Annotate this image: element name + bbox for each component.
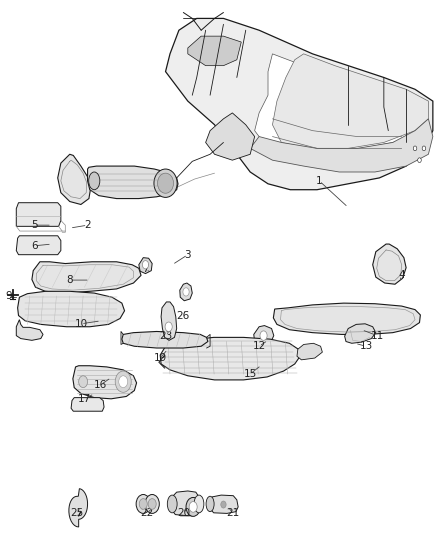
Polygon shape [160,337,300,380]
Circle shape [189,502,197,512]
Polygon shape [273,303,420,334]
Text: 9: 9 [5,291,12,301]
Polygon shape [254,54,424,148]
Polygon shape [254,326,274,344]
Polygon shape [73,366,137,399]
Polygon shape [210,495,238,513]
Text: 10: 10 [74,319,88,329]
Text: 13: 13 [360,341,373,351]
Polygon shape [71,398,104,411]
Text: 26: 26 [177,311,190,320]
Polygon shape [69,489,88,527]
Polygon shape [18,292,124,327]
Ellipse shape [88,172,100,190]
Text: 20: 20 [177,508,190,519]
Polygon shape [16,320,43,341]
Circle shape [165,322,172,332]
Circle shape [136,495,150,513]
Circle shape [145,495,159,513]
Circle shape [413,146,417,151]
Circle shape [119,376,127,387]
Ellipse shape [194,495,204,513]
Polygon shape [58,154,91,205]
Circle shape [139,499,147,509]
Polygon shape [373,244,406,284]
Circle shape [183,288,189,296]
Ellipse shape [154,169,177,197]
Text: 23: 23 [159,330,172,341]
Circle shape [115,371,131,392]
Polygon shape [88,166,178,199]
Text: 25: 25 [70,508,83,519]
Text: 21: 21 [226,508,240,519]
Text: 2: 2 [84,220,91,230]
Polygon shape [188,36,241,66]
Polygon shape [166,19,433,190]
Circle shape [221,501,226,508]
Circle shape [422,146,426,151]
Circle shape [260,331,267,341]
Polygon shape [297,343,322,360]
Polygon shape [122,332,208,348]
Polygon shape [345,324,376,343]
Ellipse shape [158,173,173,193]
Polygon shape [272,54,428,148]
Text: 7: 7 [142,264,149,274]
Text: 12: 12 [252,341,266,351]
Polygon shape [180,283,192,301]
Polygon shape [250,119,433,172]
Circle shape [142,261,148,269]
Text: 5: 5 [31,220,37,230]
Polygon shape [172,491,199,516]
Circle shape [148,499,156,509]
Circle shape [79,376,88,387]
Text: 17: 17 [78,394,91,405]
Polygon shape [205,113,254,160]
Text: 16: 16 [94,379,108,390]
Polygon shape [139,257,152,273]
Circle shape [418,158,421,163]
Text: 1: 1 [316,176,322,186]
Text: 6: 6 [31,241,37,251]
Text: 22: 22 [140,508,153,519]
Circle shape [186,497,200,516]
Text: 4: 4 [398,270,405,280]
Text: 8: 8 [67,275,73,285]
Ellipse shape [206,496,214,512]
Polygon shape [16,236,61,255]
Text: 15: 15 [244,369,257,379]
Text: 11: 11 [371,330,384,341]
Text: 3: 3 [184,249,191,260]
Polygon shape [32,262,141,293]
Ellipse shape [167,495,177,513]
Text: 19: 19 [154,353,167,363]
Polygon shape [16,203,61,227]
Polygon shape [161,302,177,341]
